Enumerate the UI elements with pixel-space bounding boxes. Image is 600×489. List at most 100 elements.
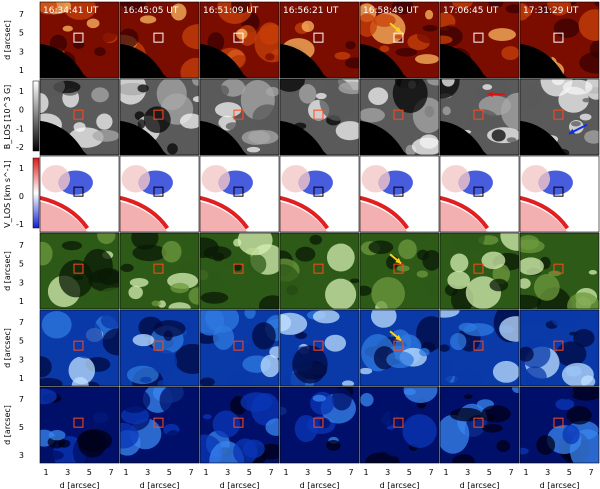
texture-blob <box>69 319 103 359</box>
x-tick-label: 3 <box>145 468 150 477</box>
region-box-marker <box>313 263 324 274</box>
region-box-marker <box>313 32 324 43</box>
panel-row-3-col-7 <box>519 155 600 233</box>
timestamp-label: 16:45:05 UT <box>123 6 179 16</box>
texture-blob <box>324 334 347 352</box>
texture-blob <box>520 278 531 289</box>
texture-blob <box>533 274 560 301</box>
panel-row-6-col-1 <box>39 386 120 464</box>
texture-blob <box>48 429 66 441</box>
texture-blob <box>558 387 574 400</box>
texture-blob <box>492 360 519 383</box>
y-tick-label: 7 <box>19 395 24 404</box>
texture-blob <box>481 405 511 423</box>
region-box-marker <box>73 186 84 197</box>
texture-blob <box>535 310 557 323</box>
texture-blob <box>395 47 418 57</box>
texture-blob <box>151 349 178 375</box>
panel-frame <box>39 232 120 310</box>
texture-blob <box>120 2 146 12</box>
x-axis-label: d [arcsec] <box>380 481 420 489</box>
texture-blob <box>349 278 359 284</box>
texture-blob <box>272 48 279 56</box>
texture-blob <box>185 431 199 452</box>
texture-blob <box>319 417 331 429</box>
panel-frame <box>359 78 440 156</box>
panel-frame <box>279 1 360 79</box>
redshift-region <box>520 201 568 232</box>
panel-frame <box>359 309 440 387</box>
texture-blob <box>368 87 389 106</box>
panel-row-5-col-4 <box>279 309 360 387</box>
texture-blob <box>551 79 565 86</box>
y-tick-label: 5 <box>19 337 24 346</box>
texture-blob <box>500 233 519 251</box>
texture-blob <box>482 423 503 433</box>
texture-blob <box>252 322 276 350</box>
region-box-marker <box>473 340 484 351</box>
texture-blob <box>200 4 214 10</box>
annotation-arrow <box>389 253 402 265</box>
redshift-region <box>360 201 408 232</box>
region-box-marker <box>473 417 484 428</box>
texture-blob <box>295 246 316 262</box>
texture-blob <box>40 377 63 386</box>
region-box-marker <box>553 417 564 428</box>
panel-frame <box>279 78 360 156</box>
texture-blob <box>481 251 506 270</box>
texture-blob <box>496 439 511 453</box>
texture-blob <box>570 121 581 127</box>
texture-blob <box>120 388 151 413</box>
y-tick-label: 5 <box>19 29 24 38</box>
texture-blob <box>128 285 143 300</box>
x-tick-label: 3 <box>65 468 70 477</box>
region-box-marker <box>473 186 484 197</box>
y-tick-label: 1 <box>19 87 24 96</box>
texture-blob <box>170 3 187 21</box>
x-tick-label: 5 <box>407 468 412 477</box>
panel-row-2-col-6 <box>439 78 520 156</box>
texture-blob <box>416 28 439 44</box>
region-box-marker <box>233 186 244 197</box>
texture-blob <box>179 113 199 129</box>
umbra-region <box>440 43 488 78</box>
panel-frame <box>439 78 520 156</box>
colorbar-row-3 <box>32 157 40 229</box>
panel-frame <box>439 386 520 464</box>
texture-blob <box>99 287 119 302</box>
penumbra-edge <box>200 195 250 230</box>
timestamp-label: 16:56:21 UT <box>283 6 339 16</box>
region-box-marker <box>393 340 404 351</box>
panel-row-3-col-5 <box>359 155 440 233</box>
y-tick-label: 3 <box>19 355 24 364</box>
panel-row-2-col-4 <box>279 78 360 156</box>
panel-frame <box>199 232 280 310</box>
texture-blob <box>40 93 49 113</box>
texture-blob <box>360 419 375 442</box>
x-tick-label: 1 <box>123 468 128 477</box>
panel-row-3-col-2 <box>119 155 200 233</box>
texture-blob <box>360 285 372 296</box>
texture-blob <box>452 2 473 9</box>
texture-blob <box>588 270 598 275</box>
texture-blob <box>370 310 397 328</box>
timestamp-label: 17:06:45 UT <box>443 6 499 16</box>
texture-blob <box>80 403 112 434</box>
texture-blob <box>394 34 403 39</box>
texture-blob <box>488 2 504 8</box>
texture-blob <box>520 3 530 21</box>
texture-blob <box>157 379 168 386</box>
panel-row-1-col-7: 17:31:29 UT <box>519 1 600 79</box>
texture-blob <box>68 356 96 385</box>
panel-row-2-col-2 <box>119 78 200 156</box>
redshift-region <box>200 201 248 232</box>
texture-blob <box>288 449 313 460</box>
texture-blob <box>139 15 157 24</box>
x-tick-label: 3 <box>225 468 230 477</box>
texture-blob <box>100 312 119 329</box>
texture-blob <box>440 310 460 318</box>
texture-blob <box>40 79 66 97</box>
timestamp-label: 16:34:41 UT <box>43 6 99 16</box>
redshift-region <box>440 201 488 232</box>
texture-blob <box>562 79 593 95</box>
